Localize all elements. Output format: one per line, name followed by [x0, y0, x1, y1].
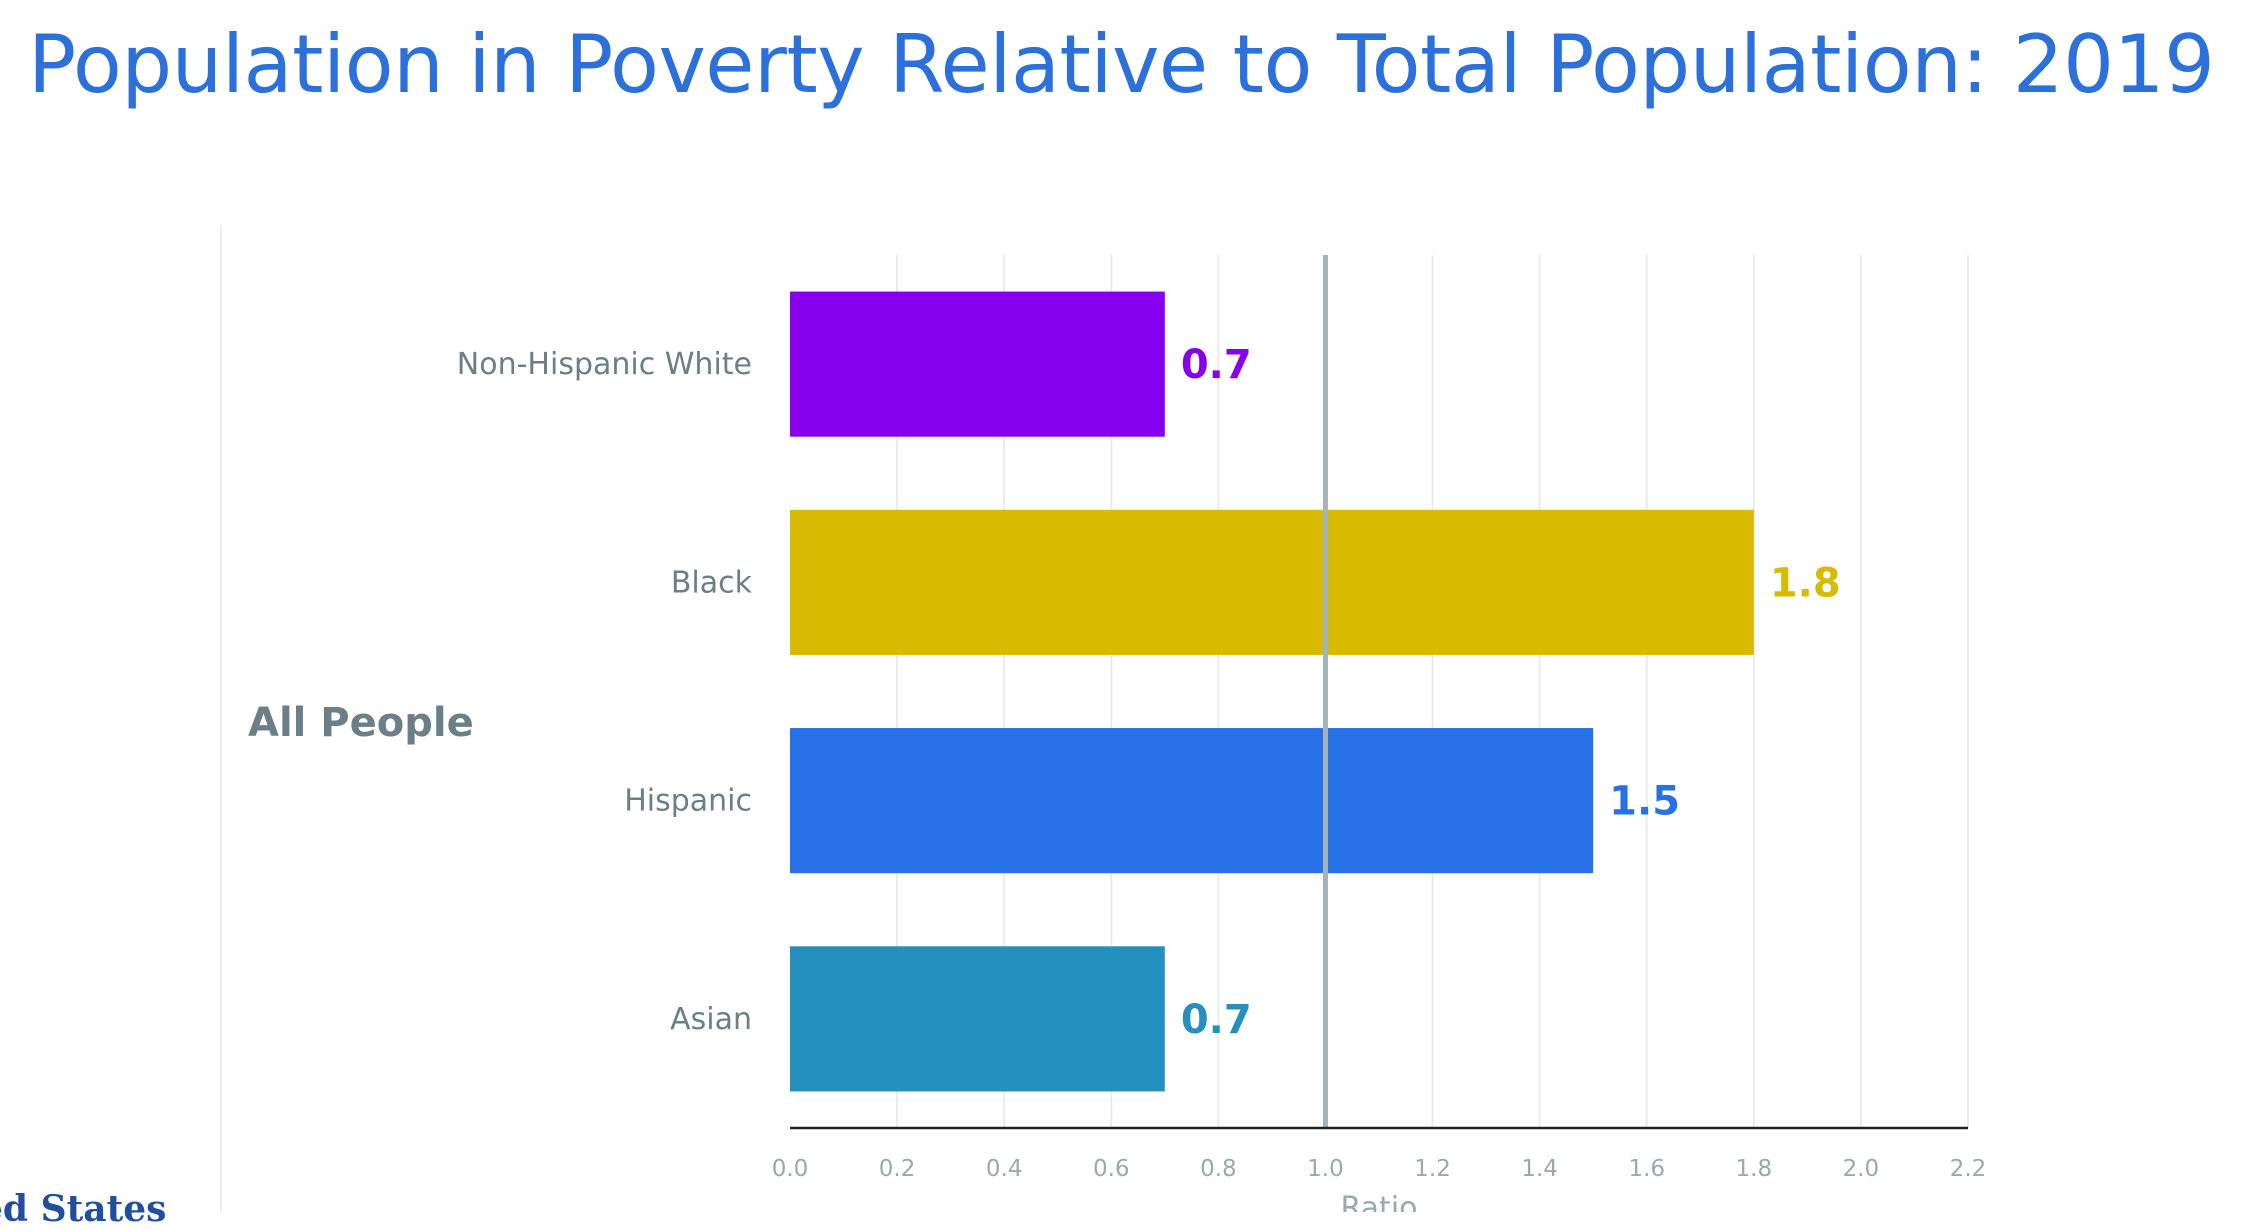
category-label-0: Non-Hispanic White	[457, 347, 752, 382]
x-tick-label-1: 0.2	[879, 1156, 916, 1182]
labels: 0.7 Non-Hispanic White 1.8 Black 1.5 Hispanic…	[457, 342, 1841, 1043]
bar-3	[790, 946, 1165, 1092]
x-axis-title: Ratio	[1340, 1191, 1417, 1212]
value-label-3: 0.7	[1181, 997, 1252, 1043]
bar-0	[790, 291, 1165, 437]
page-title: Population in Poverty Relative to Total …	[28, 18, 2215, 111]
value-label-2: 1.5	[1609, 779, 1680, 825]
value-label-0: 0.7	[1181, 342, 1252, 388]
x-tick-label-2: 0.4	[986, 1156, 1023, 1182]
left-divider	[220, 225, 222, 1212]
category-label-1: Black	[671, 565, 753, 600]
bars	[790, 291, 1754, 1092]
value-label-1: 1.8	[1770, 560, 1841, 606]
category-label-3: Asian	[670, 1002, 752, 1037]
group-label: All People	[248, 700, 474, 746]
x-tick-label-3: 0.6	[1093, 1156, 1130, 1182]
bar-1	[790, 509, 1754, 655]
x-axis: 0.0 0.2 0.4 0.6 0.8 1.0 1.2 1.4 1.6 1.8 2.0 2.2 Rati…	[772, 1126, 1987, 1212]
x-tick-label-4: 0.8	[1200, 1156, 1237, 1182]
x-tick-label-6: 1.2	[1414, 1156, 1451, 1182]
x-tick-label-5: 1.0	[1307, 1156, 1344, 1182]
x-tick-label-0: 0.0	[772, 1156, 809, 1182]
x-tick-label-10: 2.0	[1843, 1156, 1880, 1182]
bar-2	[790, 728, 1594, 874]
x-tick-label-9: 1.8	[1736, 1156, 1773, 1182]
category-label-2: Hispanic	[624, 784, 752, 819]
x-tick-label-7: 1.4	[1521, 1156, 1558, 1182]
x-tick-label-11: 2.2	[1950, 1156, 1987, 1182]
x-tick-label-8: 1.6	[1628, 1156, 1665, 1182]
